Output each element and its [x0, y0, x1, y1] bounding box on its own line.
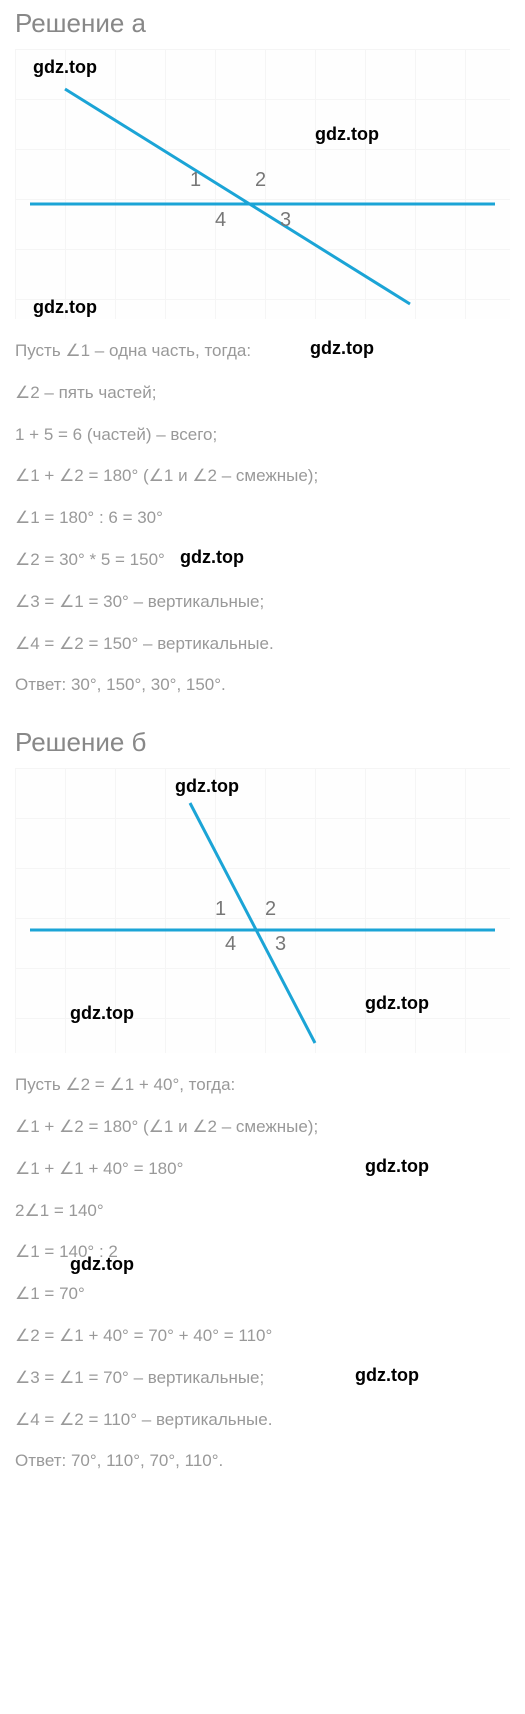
answer-line: Ответ: 30°, 150°, 30°, 150°. [15, 673, 510, 697]
solution-line: ∠2 – пять частей; [15, 381, 510, 405]
angle-label-3: 3 [275, 933, 286, 956]
section-a-title: Решение а [15, 8, 510, 39]
watermark: gdz.top [310, 336, 374, 361]
watermark: gdz.top [70, 1003, 134, 1024]
solution-line: Пусть ∠2 = ∠1 + 40°, тогда: [15, 1073, 510, 1097]
watermark: gdz.top [365, 1154, 429, 1179]
solution-line: ∠2 = ∠1 + 40° = 70° + 40° = 110° [15, 1324, 510, 1348]
diagram-a: gdz.top gdz.top gdz.top 1 2 3 4 [15, 49, 510, 319]
watermark: gdz.top [33, 57, 97, 78]
angle-label-4: 4 [225, 933, 236, 956]
solution-text: Пусть ∠1 – одна часть, тогда: [15, 341, 251, 360]
angle-label-2: 2 [265, 898, 276, 921]
section-b: Решение б gdz.top gdz.top gdz.top 1 2 3 … [15, 727, 510, 1473]
angle-label-2: 2 [255, 169, 266, 192]
watermark: gdz.top [175, 776, 239, 797]
solution-text: ∠3 = ∠1 = 70° – вертикальные; [15, 1368, 264, 1387]
solution-line: ∠4 = ∠2 = 150° – вертикальные. [15, 632, 510, 656]
angle-label-1: 1 [190, 169, 201, 192]
solution-line: ∠1 = 70° [15, 1282, 510, 1306]
diagonal-line-a [65, 89, 410, 304]
section-b-title: Решение б [15, 727, 510, 758]
angle-label-4: 4 [215, 209, 226, 232]
solution-line: ∠3 = ∠1 = 30° – вертикальные; [15, 590, 510, 614]
solution-text: ∠1 + ∠1 + 40° = 180° [15, 1159, 183, 1178]
diagram-b: gdz.top gdz.top gdz.top 1 2 3 4 [15, 768, 510, 1053]
solution-line: Пусть ∠1 – одна часть, тогда: gdz.top [15, 339, 510, 363]
solution-line: 2∠1 = 140° [15, 1199, 510, 1223]
angle-label-3: 3 [280, 209, 291, 232]
watermark: gdz.top [355, 1363, 419, 1388]
solution-line: ∠1 = 140° : 2 gdz.top [15, 1240, 510, 1264]
watermark: gdz.top [365, 993, 429, 1014]
solution-line: ∠3 = ∠1 = 70° – вертикальные; gdz.top [15, 1366, 510, 1390]
solution-line: ∠1 = 180° : 6 = 30° [15, 506, 510, 530]
watermark: gdz.top [33, 297, 97, 318]
solution-line: ∠1 + ∠1 + 40° = 180° gdz.top [15, 1157, 510, 1181]
watermark: gdz.top [180, 545, 244, 570]
angle-label-1: 1 [215, 898, 226, 921]
diagonal-line-b [190, 803, 315, 1043]
watermark: gdz.top [70, 1252, 134, 1277]
solution-line: ∠1 + ∠2 = 180° (∠1 и ∠2 – смежные); [15, 464, 510, 488]
section-a: Решение а gdz.top gdz.top gdz.top 1 2 3 … [15, 8, 510, 697]
watermark: gdz.top [315, 124, 379, 145]
solution-line: ∠1 + ∠2 = 180° (∠1 и ∠2 – смежные); [15, 1115, 510, 1139]
solution-line: 1 + 5 = 6 (частей) – всего; [15, 423, 510, 447]
solution-line: ∠2 = 30° * 5 = 150° gdz.top [15, 548, 510, 572]
solution-text: ∠2 = 30° * 5 = 150° [15, 550, 165, 569]
solution-line: ∠4 = ∠2 = 110° – вертикальные. [15, 1408, 510, 1432]
answer-line: Ответ: 70°, 110°, 70°, 110°. [15, 1449, 510, 1473]
